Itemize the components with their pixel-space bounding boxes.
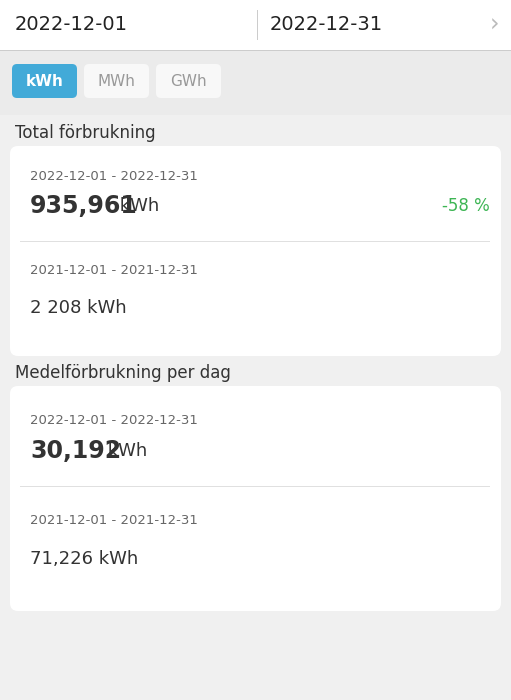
Bar [0, 0, 511, 50]
Bar [20, 241, 490, 242]
Text: 2022-12-01 - 2022-12-31: 2022-12-01 - 2022-12-31 [30, 414, 198, 428]
Bar [0, 51, 511, 115]
Text: 2022-12-31: 2022-12-31 [270, 15, 383, 34]
Text: 935,961: 935,961 [30, 194, 138, 218]
Text: 30,192: 30,192 [30, 439, 121, 463]
Text: 2022-12-01: 2022-12-01 [15, 15, 128, 34]
Text: -58 %: -58 % [442, 197, 490, 215]
Bar [20, 486, 490, 487]
Text: kWh: kWh [26, 74, 63, 88]
Text: 2021-12-01 - 2021-12-31: 2021-12-01 - 2021-12-31 [30, 514, 198, 528]
Text: 2021-12-01 - 2021-12-31: 2021-12-01 - 2021-12-31 [30, 265, 198, 277]
Text: ›: › [490, 13, 500, 37]
Text: GWh: GWh [170, 74, 207, 88]
Text: 71,226 kWh: 71,226 kWh [30, 550, 138, 568]
Text: kWh: kWh [114, 197, 159, 215]
Text: kWh: kWh [102, 442, 147, 460]
Text: 2 208 kWh: 2 208 kWh [30, 299, 127, 317]
Text: Medelförbrukning per dag: Medelförbrukning per dag [15, 364, 231, 382]
Text: MWh: MWh [98, 74, 135, 88]
Text: Total förbrukning: Total förbrukning [15, 124, 156, 142]
Text: 2022-12-01 - 2022-12-31: 2022-12-01 - 2022-12-31 [30, 169, 198, 183]
Bar [0, 50, 511, 51]
FancyBboxPatch shape [10, 146, 501, 356]
FancyBboxPatch shape [156, 64, 221, 98]
FancyBboxPatch shape [10, 386, 501, 611]
Bar [257, 10, 258, 40]
FancyBboxPatch shape [12, 64, 77, 98]
FancyBboxPatch shape [84, 64, 149, 98]
